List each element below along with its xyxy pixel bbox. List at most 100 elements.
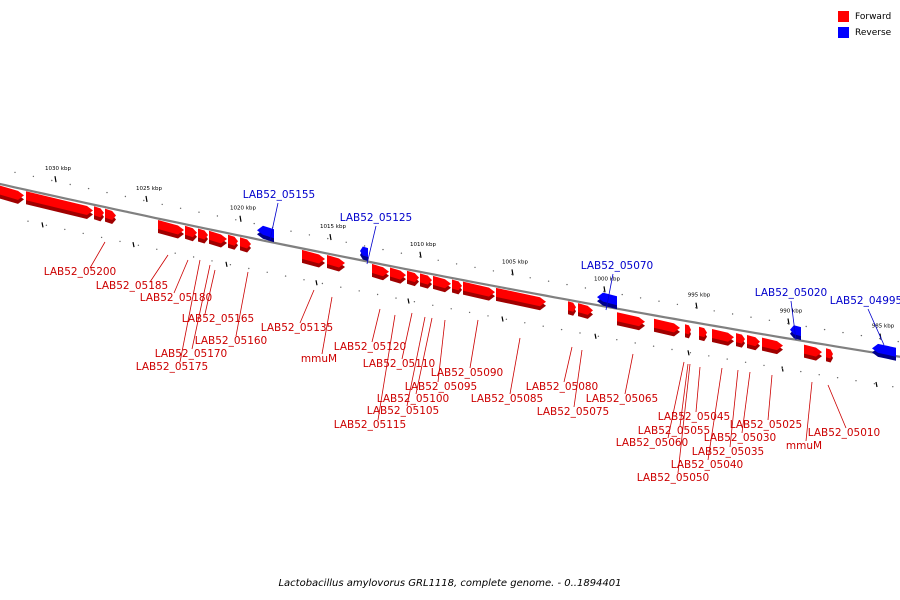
forward-gene-label[interactable]: LAB52_05080 [526, 381, 599, 393]
minor-tick [106, 191, 108, 194]
forward-gene-label[interactable]: LAB52_05120 [334, 341, 407, 353]
label-leaders [89, 202, 885, 474]
forward-gene[interactable] [826, 348, 833, 359]
reverse-gene-label[interactable]: LAB52_05125 [340, 212, 413, 224]
forward-gene-label[interactable]: LAB52_05170 [155, 348, 228, 360]
forward-leader-line [509, 337, 521, 395]
reverse-gene-label[interactable]: LAB52_05020 [755, 287, 828, 299]
forward-gene[interactable] [712, 328, 734, 342]
minor-tick [119, 240, 121, 243]
forward-gene-label[interactable]: mmuM [301, 353, 337, 365]
forward-gene[interactable] [654, 318, 680, 333]
forward-gene-label[interactable]: LAB52_05010 [808, 427, 881, 439]
reverse-gene-label[interactable]: LAB52_04995 [830, 295, 900, 307]
minor-tick [639, 297, 642, 299]
forward-gene[interactable] [762, 337, 783, 351]
minor-tick [14, 171, 16, 174]
reverse-gene-label[interactable]: LAB52_05070 [581, 260, 654, 272]
forward-gene-label[interactable]: LAB52_05055 [638, 425, 711, 437]
forward-gene-label[interactable]: LAB52_05035 [692, 446, 765, 458]
forward-gene[interactable] [26, 191, 93, 216]
forward-gene-label[interactable]: LAB52_05040 [671, 459, 744, 471]
forward-leader-line [299, 289, 315, 324]
forward-gene[interactable] [496, 287, 546, 307]
forward-gene-label[interactable]: LAB52_05075 [537, 406, 610, 418]
forward-gene[interactable] [390, 267, 406, 280]
forward-gene[interactable] [228, 234, 238, 246]
forward-gene[interactable] [198, 228, 208, 240]
reverse-gene[interactable] [872, 343, 896, 357]
forward-gene[interactable] [407, 270, 419, 283]
forward-gene[interactable] [685, 324, 691, 335]
forward-gene[interactable] [158, 220, 184, 235]
forward-gene-label[interactable]: LAB52_05060 [616, 437, 689, 449]
forward-gene-label[interactable]: LAB52_05085 [471, 393, 544, 405]
minor-tick [413, 301, 416, 303]
minor-tick [100, 236, 103, 239]
forward-gene-label[interactable]: LAB52_05200 [44, 266, 117, 278]
minor-tick [621, 293, 623, 296]
minor-tick [327, 237, 329, 240]
forward-leader-line [679, 363, 689, 427]
reverse-gene[interactable] [257, 225, 274, 239]
forward-gene-label[interactable]: LAB52_05185 [96, 280, 169, 292]
forward-gene[interactable] [94, 206, 104, 218]
forward-gene-label[interactable]: LAB52_05025 [730, 419, 803, 431]
minor-tick [363, 245, 366, 247]
forward-gene[interactable] [240, 237, 251, 249]
forward-gene[interactable] [568, 301, 576, 312]
forward-gene[interactable] [699, 326, 707, 338]
major-tick [132, 242, 135, 248]
minor-tick [248, 267, 250, 270]
forward-gene-label[interactable]: LAB52_05050 [637, 472, 710, 484]
forward-gene[interactable] [433, 275, 451, 289]
forward-gene[interactable] [747, 335, 760, 347]
forward-gene[interactable] [327, 254, 345, 268]
legend-item-forward: Forward [838, 9, 900, 24]
forward-gene[interactable] [804, 344, 822, 357]
forward-gene-label[interactable]: LAB52_05090 [431, 367, 504, 379]
forward-gene[interactable] [0, 185, 24, 200]
forward-gene-label[interactable]: LAB52_05030 [704, 432, 777, 444]
forward-leader-line [729, 369, 739, 448]
forward-gene[interactable] [578, 303, 593, 315]
forward-gene-label[interactable]: LAB52_05065 [586, 393, 659, 405]
forward-gene-label[interactable]: LAB52_05095 [405, 381, 478, 393]
forward-gene-label[interactable]: LAB52_05180 [140, 292, 213, 304]
forward-gene[interactable] [209, 230, 227, 244]
reverse-gene-label[interactable]: LAB52_05155 [243, 189, 316, 201]
forward-gene-label[interactable]: mmuM [786, 440, 822, 452]
features [0, 185, 896, 363]
minor-tick [560, 328, 563, 331]
forward-gene-label[interactable]: LAB52_05115 [334, 419, 407, 431]
major-tick [145, 195, 148, 203]
forward-gene[interactable] [372, 263, 389, 277]
forward-gene-label[interactable]: LAB52_05160 [195, 335, 268, 347]
reverse-gene[interactable] [597, 292, 617, 306]
forward-gene[interactable] [420, 273, 432, 285]
forward-gene-label[interactable]: LAB52_05165 [182, 313, 255, 325]
forward-gene[interactable] [105, 208, 116, 221]
forward-gene-label[interactable]: LAB52_05135 [261, 322, 334, 334]
forward-gene[interactable] [185, 225, 197, 238]
forward-gene[interactable] [463, 281, 495, 297]
forward-gene[interactable] [736, 333, 745, 344]
reverse-gene[interactable] [360, 246, 368, 258]
forward-gene[interactable] [452, 279, 462, 291]
minor-tick [455, 263, 458, 265]
minor-tick [658, 300, 660, 302]
major-tick [407, 298, 410, 304]
forward-gene[interactable] [302, 249, 325, 264]
forward-leader-line [437, 319, 446, 383]
forward-gene-label[interactable]: LAB52_05045 [658, 411, 731, 423]
minor-tick [216, 215, 219, 217]
scale-label: 1030 kbp [45, 166, 71, 172]
forward-gene-label[interactable]: LAB52_05100 [377, 393, 450, 405]
reverse-gene[interactable] [790, 325, 801, 337]
forward-gene-label[interactable]: LAB52_05175 [136, 361, 209, 373]
forward-gene-label[interactable]: LAB52_05110 [363, 358, 436, 370]
forward-gene-label[interactable]: LAB52_05105 [367, 405, 440, 417]
forward-leader-line [191, 264, 211, 350]
minor-tick [69, 183, 71, 186]
forward-gene[interactable] [617, 312, 645, 327]
